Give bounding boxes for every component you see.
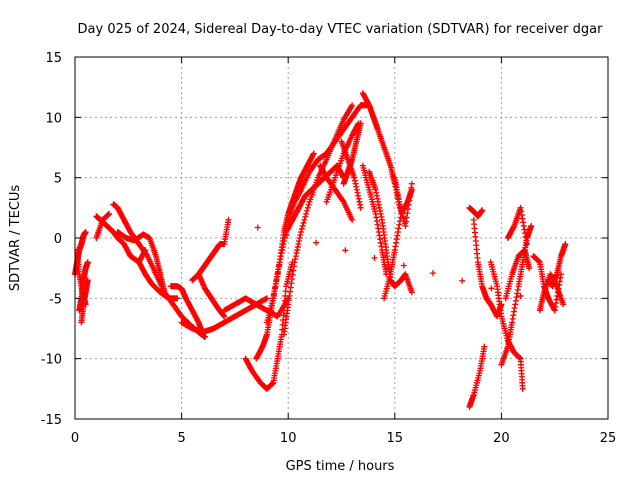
series-arc-13 xyxy=(195,271,228,320)
data-point xyxy=(298,225,305,232)
data-point xyxy=(106,210,113,217)
series-arc-19 xyxy=(285,102,371,223)
data-point xyxy=(221,313,228,320)
series-arc-24 xyxy=(359,90,405,217)
data-point xyxy=(481,343,488,350)
data-point xyxy=(143,251,150,258)
data-point xyxy=(297,228,304,235)
series-arc-26 xyxy=(366,168,415,296)
data-point xyxy=(560,301,567,308)
y-tick-label: -15 xyxy=(41,413,62,428)
data-point xyxy=(479,207,486,214)
series-arc-38 xyxy=(545,241,569,290)
x-tick-label: 25 xyxy=(600,431,617,446)
data-point xyxy=(84,259,91,266)
data-point xyxy=(526,265,533,272)
data-point xyxy=(400,262,407,269)
x-tick-label: 0 xyxy=(71,431,79,446)
y-tick-label: 15 xyxy=(45,51,62,66)
data-point xyxy=(357,120,364,127)
series-arc-14 xyxy=(221,295,292,320)
data-point xyxy=(305,201,312,208)
series-arc-29 xyxy=(466,204,486,220)
data-point xyxy=(349,216,356,223)
data-point xyxy=(82,228,89,235)
series-arc-31 xyxy=(466,343,488,410)
data-point xyxy=(562,241,569,248)
x-tick-label: 10 xyxy=(280,431,297,446)
data-point xyxy=(528,222,535,229)
data-point xyxy=(313,239,320,246)
series-arc-32 xyxy=(487,259,526,392)
series-arc-09 xyxy=(135,259,181,302)
series-arc-04 xyxy=(78,277,91,326)
data-point xyxy=(254,224,261,231)
series-arc-25 xyxy=(359,162,390,278)
series-arc-39 xyxy=(225,216,524,299)
data-point xyxy=(339,197,346,204)
series-arc-23 xyxy=(338,138,364,211)
data-point xyxy=(519,385,526,392)
series-arc-30 xyxy=(470,216,505,320)
y-tick-label: -10 xyxy=(41,353,62,368)
y-tick-label: 0 xyxy=(54,232,62,247)
series-arc-08 xyxy=(114,228,168,296)
y-tick-labels: -15 -10 -5 0 5 10 15 xyxy=(41,51,62,428)
data-point xyxy=(371,254,378,261)
y-tick-label: -5 xyxy=(49,292,62,307)
series-arc-28 xyxy=(391,174,415,229)
data-point xyxy=(523,241,530,248)
data-point xyxy=(408,180,415,187)
data-point xyxy=(225,216,232,223)
data-point xyxy=(408,289,415,296)
data-point xyxy=(488,285,495,292)
data-marks xyxy=(72,90,569,410)
data-point xyxy=(304,204,311,211)
series-arc-12 xyxy=(189,216,232,284)
series-arc-18 xyxy=(280,102,356,338)
data-point xyxy=(342,247,349,254)
series-arc-37 xyxy=(536,271,567,314)
chart-title: Day 025 of 2024, Sidereal Day-to-day VTE… xyxy=(78,22,604,37)
data-point xyxy=(302,213,309,220)
y-axis-label: SDTVAR / TECUs xyxy=(8,185,23,292)
x-tick-label: 15 xyxy=(387,431,404,446)
data-point xyxy=(301,216,308,223)
data-point xyxy=(300,219,307,226)
x-tick-label: 5 xyxy=(177,431,185,446)
series-arc-34 xyxy=(502,247,533,302)
data-point xyxy=(303,207,310,214)
data-point xyxy=(283,232,290,239)
series-arc-06 xyxy=(93,210,113,241)
data-point xyxy=(174,295,181,302)
series-arc-20 xyxy=(317,162,356,223)
series-arc-35 xyxy=(504,204,530,248)
x-tick-label: 20 xyxy=(493,431,510,446)
x-tick-labels: 0 5 10 15 20 25 xyxy=(71,431,616,446)
x-axis-label: GPS time / hours xyxy=(286,459,395,474)
data-point xyxy=(84,277,91,284)
data-point xyxy=(303,210,310,217)
data-point xyxy=(349,102,356,109)
data-point xyxy=(459,277,466,284)
y-tick-label: 5 xyxy=(54,172,62,187)
data-point xyxy=(299,222,306,229)
data-point xyxy=(263,295,270,302)
axis-ticks xyxy=(74,56,609,420)
data-point xyxy=(517,292,524,299)
data-point xyxy=(429,270,436,277)
data-point xyxy=(357,204,364,211)
data-point xyxy=(310,150,317,157)
y-tick-label: 10 xyxy=(45,111,62,126)
